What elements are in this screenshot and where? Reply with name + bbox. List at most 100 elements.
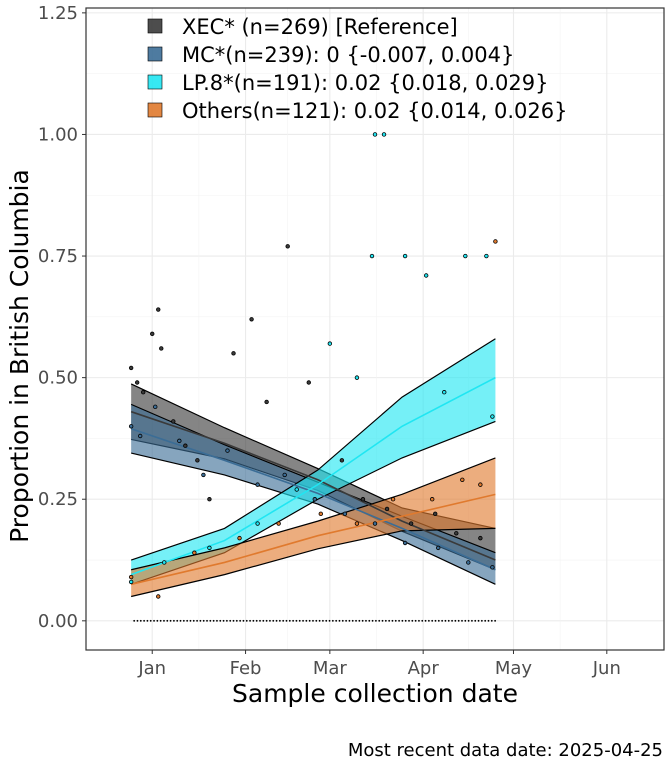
data-point [183,443,188,448]
zero-point [358,619,361,622]
zero-point [464,619,467,622]
data-point [128,365,134,371]
zero-point [484,619,487,622]
legend-label: XEC* (n=269) [Reference] [182,15,458,39]
data-point [490,565,495,570]
zero-point [292,619,295,622]
zero-rug [133,619,497,622]
zero-point [447,619,450,622]
zero-point [245,619,248,622]
zero-point [361,619,364,622]
data-point [255,482,260,487]
data-point [162,560,167,565]
y-axis-title: Proportion in British Columbia [5,169,34,543]
zero-point [136,619,139,622]
zero-point [239,619,242,622]
data-point [460,477,465,482]
zero-point [328,619,331,622]
data-points [128,132,498,599]
zero-point [381,619,384,622]
zero-point [186,619,189,622]
zero-point [169,619,172,622]
zero-point [325,619,328,622]
zero-point [206,619,208,622]
y-tick-label: 0.00 [38,611,78,632]
zero-point [202,619,205,622]
zero-point [272,619,275,622]
data-point [369,253,375,259]
y-tick-label: 0.25 [38,489,78,510]
zero-point [232,619,235,622]
zero-point [474,619,477,622]
legend-key [147,18,163,34]
zero-point [242,619,245,622]
data-point [306,380,311,385]
data-point [128,579,134,585]
zero-point [143,619,146,622]
zero-point [182,619,185,622]
confidence-band [131,457,496,597]
zero-point [444,619,447,622]
zero-point [285,619,288,622]
data-point [137,433,143,439]
zero-point [355,619,357,622]
zero-point [312,619,314,622]
zero-point [345,619,347,622]
data-point [249,317,254,322]
data-point [153,404,158,410]
data-point [381,132,387,137]
data-point [429,497,435,502]
zero-point [388,619,391,622]
zero-point [424,619,427,622]
zero-point [298,619,301,622]
zero-point [487,619,490,622]
y-tick-label: 1.00 [38,124,78,145]
data-point [225,448,230,453]
data-point [156,307,161,312]
zero-point [441,619,444,622]
legend-key [147,46,163,62]
zero-point [461,619,463,622]
zero-point [322,619,324,622]
zero-point [421,619,424,622]
data-point [423,273,429,278]
zero-point [454,619,457,622]
legend-label: MC*(n=239): 0 {-0.007, 0.004} [182,43,514,67]
zero-point [341,619,344,622]
zero-point [338,619,341,622]
x-tick-label: Feb [230,658,262,679]
data-point [140,390,146,395]
data-point [466,560,471,565]
zero-point [365,619,367,622]
zero-point [411,619,414,622]
zero-point [437,619,440,622]
data-point [192,550,197,555]
zero-point [269,619,271,622]
zero-point [275,619,278,622]
y-tick-label: 0.50 [38,368,78,389]
data-point [436,545,441,551]
zero-point [305,619,308,622]
zero-point [414,619,417,622]
caption: Most recent data date: 2025-04-25 [348,740,663,761]
zero-point [288,619,291,622]
zero-point [249,619,251,622]
data-point [128,424,134,429]
data-point [402,253,408,259]
plot-panel-border [85,7,665,651]
band-upper-edge [130,338,496,561]
data-point [285,244,290,249]
data-point [327,341,333,346]
zero-point [209,619,212,622]
confidence-band [131,338,496,585]
y-axis-ticks: 0.00 0.25 0.50 0.75 1.00 1.25 [38,3,86,632]
data-point [264,399,269,405]
zero-point [471,619,473,622]
zero-point [262,619,265,622]
zero-point [212,619,215,622]
data-point [231,351,236,356]
zero-point [490,619,493,622]
data-point [177,438,182,444]
zero-point [225,619,228,622]
data-point [442,390,447,395]
